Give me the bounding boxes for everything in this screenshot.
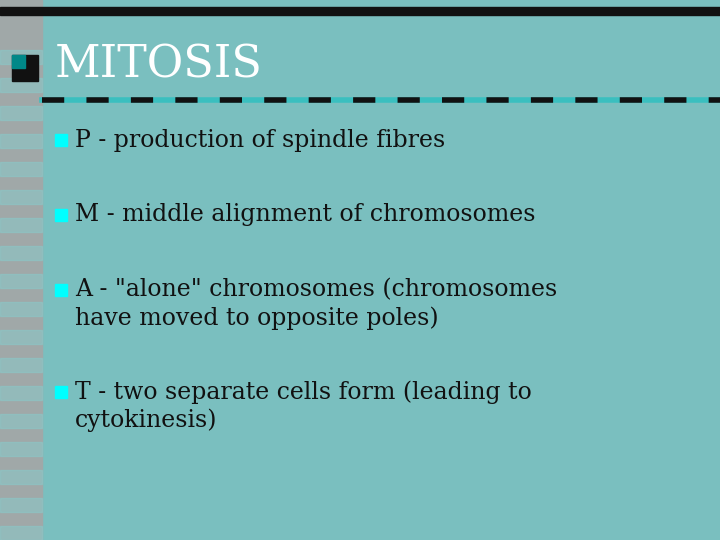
Text: MITOSIS: MITOSIS: [55, 43, 263, 86]
Bar: [0, 78, 42, 92]
Bar: [55, 209, 67, 221]
Bar: [12, 55, 38, 81]
Bar: [0, 414, 42, 428]
Text: A - "alone" chromosomes (chromosomes: A - "alone" chromosomes (chromosomes: [75, 279, 557, 301]
Bar: [0, 526, 42, 540]
Bar: [0, 50, 42, 64]
Bar: [0, 442, 42, 456]
Bar: [12, 55, 25, 68]
Text: cytokinesis): cytokinesis): [75, 408, 217, 432]
Text: M - middle alignment of chromosomes: M - middle alignment of chromosomes: [75, 204, 536, 226]
Bar: [0, 470, 42, 484]
Bar: [0, 498, 42, 512]
Bar: [55, 284, 67, 296]
Bar: [0, 302, 42, 316]
Bar: [0, 386, 42, 400]
Bar: [0, 7, 720, 15]
Text: T - two separate cells form (leading to: T - two separate cells form (leading to: [75, 380, 532, 404]
Bar: [0, 162, 42, 176]
Bar: [0, 190, 42, 204]
Bar: [0, 218, 42, 232]
Bar: [0, 330, 42, 344]
Bar: [0, 134, 42, 148]
Text: have moved to opposite poles): have moved to opposite poles): [75, 306, 438, 330]
Bar: [55, 386, 67, 398]
Bar: [0, 106, 42, 120]
Bar: [0, 358, 42, 372]
Bar: [0, 0, 42, 540]
Bar: [0, 274, 42, 288]
Bar: [55, 134, 67, 146]
Bar: [0, 246, 42, 260]
Text: P - production of spindle fibres: P - production of spindle fibres: [75, 129, 445, 152]
